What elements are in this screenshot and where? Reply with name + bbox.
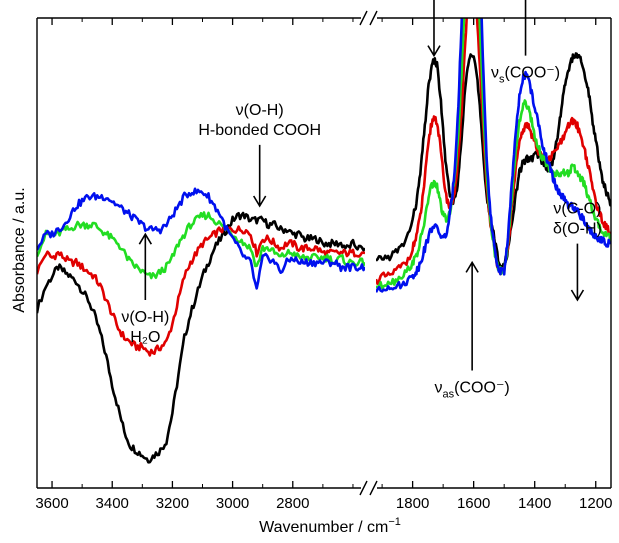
annotation-label-5-rest: (COO⁻) [505, 65, 561, 82]
series-line-3-left [37, 211, 365, 280]
x-tick-label-3600: 3600 [35, 495, 68, 512]
annotation-label-1-line2: H₂O [130, 329, 160, 346]
axis-break-top-mark-1 [359, 10, 368, 26]
series-line-4-right [376, 18, 611, 293]
annotation-label-2-line2: H-bonded COOH [198, 122, 321, 139]
annotation-label-5-nu: ν [491, 65, 499, 82]
series-line-2-left [37, 224, 365, 357]
x-axis-ticks: 3600 3400 3200 3000 2800 1800 1600 1400 1200 [35, 18, 612, 512]
axis-break-bottom-mark-1 [359, 480, 368, 496]
x-axis-label-superscript: −1 [388, 516, 401, 528]
annotation-arrow-6 [570, 243, 585, 302]
x-axis-label: Wavenumber / cm−1 [259, 516, 401, 536]
series-line-4-left [37, 187, 365, 290]
annotation-label-4-nu: ν [435, 380, 443, 397]
annotation-arrow-2 [252, 144, 267, 208]
annotation-arrow-4 [465, 260, 479, 371]
series-group-left-panel [37, 187, 365, 464]
annotation-label-4-sub: as [443, 389, 455, 401]
y-axis-label: Absorbance / a.u. [11, 187, 28, 312]
annotation-label-4: νas(COO⁻) [435, 380, 510, 401]
annotation-label-2: ν(O-H) [236, 102, 284, 119]
x-tick-label-1400: 1400 [518, 495, 551, 512]
axis-break-bottom [359, 480, 378, 496]
x-tick-label-3000: 3000 [216, 495, 249, 512]
annotation-label-5-sub: s [499, 74, 505, 86]
x-tick-label-3200: 3200 [156, 495, 189, 512]
x-tick-label-1200: 1200 [579, 495, 612, 512]
annotation-label-4-rest: (COO⁻) [454, 380, 510, 397]
series-line-1-left [37, 211, 365, 464]
annotation-arrow-1 [138, 232, 153, 300]
plot-frame [36, 17, 612, 489]
annotation-arrow-5 [524, 0, 527, 56]
annotation-arrow-3 [427, 0, 441, 58]
axis-break-bottom-mark-2 [369, 480, 378, 496]
x-tick-label-1800: 1800 [396, 495, 429, 512]
annotation-label-6-line2: δ(O-H) [553, 221, 602, 238]
x-axis-label-text: Wavenumber / cm [259, 519, 388, 536]
annotation-label-5: νs(COO⁻) [491, 65, 560, 86]
x-tick-label-1600: 1600 [457, 495, 490, 512]
axis-break-top [359, 10, 378, 26]
annotation-label-6: ν(C-O) [553, 201, 601, 218]
annotation-label-1: ν(O-H) [121, 309, 169, 326]
axis-break-top-mark-2 [369, 10, 378, 26]
x-tick-label-2800: 2800 [276, 495, 309, 512]
series-group-right-panel [376, 18, 611, 293]
x-tick-label-3400: 3400 [96, 495, 129, 512]
